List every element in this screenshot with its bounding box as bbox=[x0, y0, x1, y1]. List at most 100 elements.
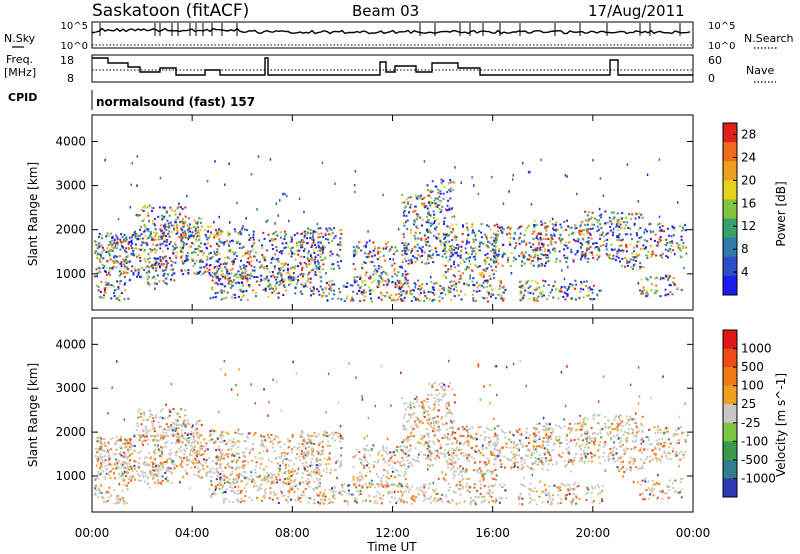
range-cell bbox=[417, 404, 420, 407]
range-cell bbox=[276, 481, 279, 484]
range-cell bbox=[568, 285, 571, 288]
range-cell bbox=[273, 258, 276, 261]
power-y-axis-label: Slant Range [km] bbox=[26, 162, 40, 266]
range-cell bbox=[284, 463, 287, 466]
range-cell bbox=[409, 292, 412, 295]
range-cell bbox=[465, 251, 468, 254]
range-cell bbox=[120, 439, 122, 442]
range-cell bbox=[632, 258, 635, 261]
range-cell bbox=[116, 241, 119, 244]
range-cell bbox=[302, 239, 305, 242]
range-cell bbox=[169, 426, 172, 429]
range-cell bbox=[223, 243, 225, 246]
range-cell bbox=[432, 422, 435, 424]
range-cell bbox=[215, 281, 218, 284]
range-cell bbox=[159, 242, 162, 245]
range-cell bbox=[396, 285, 399, 288]
range-cell bbox=[466, 283, 468, 286]
range-cell bbox=[317, 241, 320, 244]
range-cell bbox=[364, 291, 367, 294]
range-cell bbox=[108, 457, 111, 460]
range-cell bbox=[309, 473, 312, 476]
range-cell bbox=[443, 185, 446, 188]
range-cell bbox=[436, 438, 439, 441]
range-cell bbox=[642, 266, 645, 269]
range-cell bbox=[305, 480, 308, 483]
range-cell bbox=[218, 279, 221, 282]
range-cell bbox=[438, 456, 441, 459]
range-cell bbox=[616, 212, 619, 215]
range-cell bbox=[425, 441, 428, 444]
range-cell bbox=[175, 454, 178, 457]
range-cell bbox=[450, 426, 453, 429]
range-cell bbox=[673, 283, 676, 286]
range-cell bbox=[179, 423, 182, 426]
range-cell bbox=[159, 455, 162, 457]
range-cell bbox=[443, 393, 445, 396]
range-cell bbox=[329, 285, 332, 288]
range-cell bbox=[248, 273, 251, 276]
range-cell bbox=[372, 444, 375, 447]
range-cell bbox=[587, 211, 590, 214]
range-cell bbox=[142, 430, 145, 433]
range-cell bbox=[401, 273, 404, 275]
range-cell bbox=[100, 464, 103, 467]
range-cell bbox=[440, 381, 443, 384]
range-cell bbox=[196, 260, 198, 262]
range-cell bbox=[119, 273, 122, 276]
range-cell bbox=[122, 240, 124, 243]
range-cell bbox=[426, 422, 429, 425]
range-cell bbox=[373, 265, 376, 267]
range-cell bbox=[317, 249, 320, 252]
range-cell bbox=[227, 455, 229, 458]
range-cell bbox=[402, 283, 405, 286]
range-cell bbox=[100, 449, 103, 451]
range-cell bbox=[387, 278, 390, 281]
range-cell bbox=[215, 469, 218, 472]
range-cell bbox=[168, 414, 171, 417]
range-cell bbox=[537, 232, 540, 235]
range-cell bbox=[486, 427, 488, 430]
range-cell bbox=[314, 472, 317, 475]
range-cell bbox=[377, 252, 379, 255]
range-cell bbox=[214, 160, 216, 163]
range-cell bbox=[424, 409, 427, 412]
range-cell bbox=[342, 285, 345, 288]
range-cell bbox=[659, 278, 662, 281]
range-cell bbox=[210, 438, 213, 441]
range-cell bbox=[263, 265, 266, 268]
range-cell bbox=[205, 236, 208, 238]
range-cell bbox=[664, 248, 667, 251]
range-cell bbox=[427, 236, 430, 239]
range-cell bbox=[118, 274, 121, 277]
range-cell bbox=[187, 217, 190, 220]
range-cell bbox=[494, 238, 497, 241]
range-cell bbox=[535, 299, 537, 302]
range-cell bbox=[170, 451, 173, 454]
range-cell bbox=[313, 252, 316, 254]
range-cell bbox=[619, 227, 622, 230]
range-cell bbox=[128, 455, 131, 457]
range-cell bbox=[310, 289, 313, 292]
range-cell bbox=[369, 260, 372, 263]
range-cell bbox=[312, 471, 315, 473]
range-cell bbox=[540, 291, 543, 294]
range-cell bbox=[430, 231, 433, 234]
range-cell bbox=[174, 242, 177, 245]
range-cell bbox=[283, 279, 286, 282]
range-cell bbox=[321, 445, 324, 448]
range-cell bbox=[192, 450, 195, 453]
range-cell bbox=[605, 233, 608, 236]
range-cell bbox=[413, 289, 415, 292]
range-cell bbox=[319, 275, 322, 278]
range-cell bbox=[630, 218, 632, 220]
range-cell bbox=[513, 256, 515, 259]
range-cell bbox=[353, 278, 356, 281]
range-cell bbox=[210, 256, 213, 260]
range-cell bbox=[351, 296, 354, 299]
range-cell bbox=[502, 299, 505, 302]
range-cell bbox=[495, 457, 498, 460]
range-cell bbox=[323, 430, 326, 433]
range-cell bbox=[520, 264, 523, 267]
range-cell bbox=[156, 264, 159, 267]
